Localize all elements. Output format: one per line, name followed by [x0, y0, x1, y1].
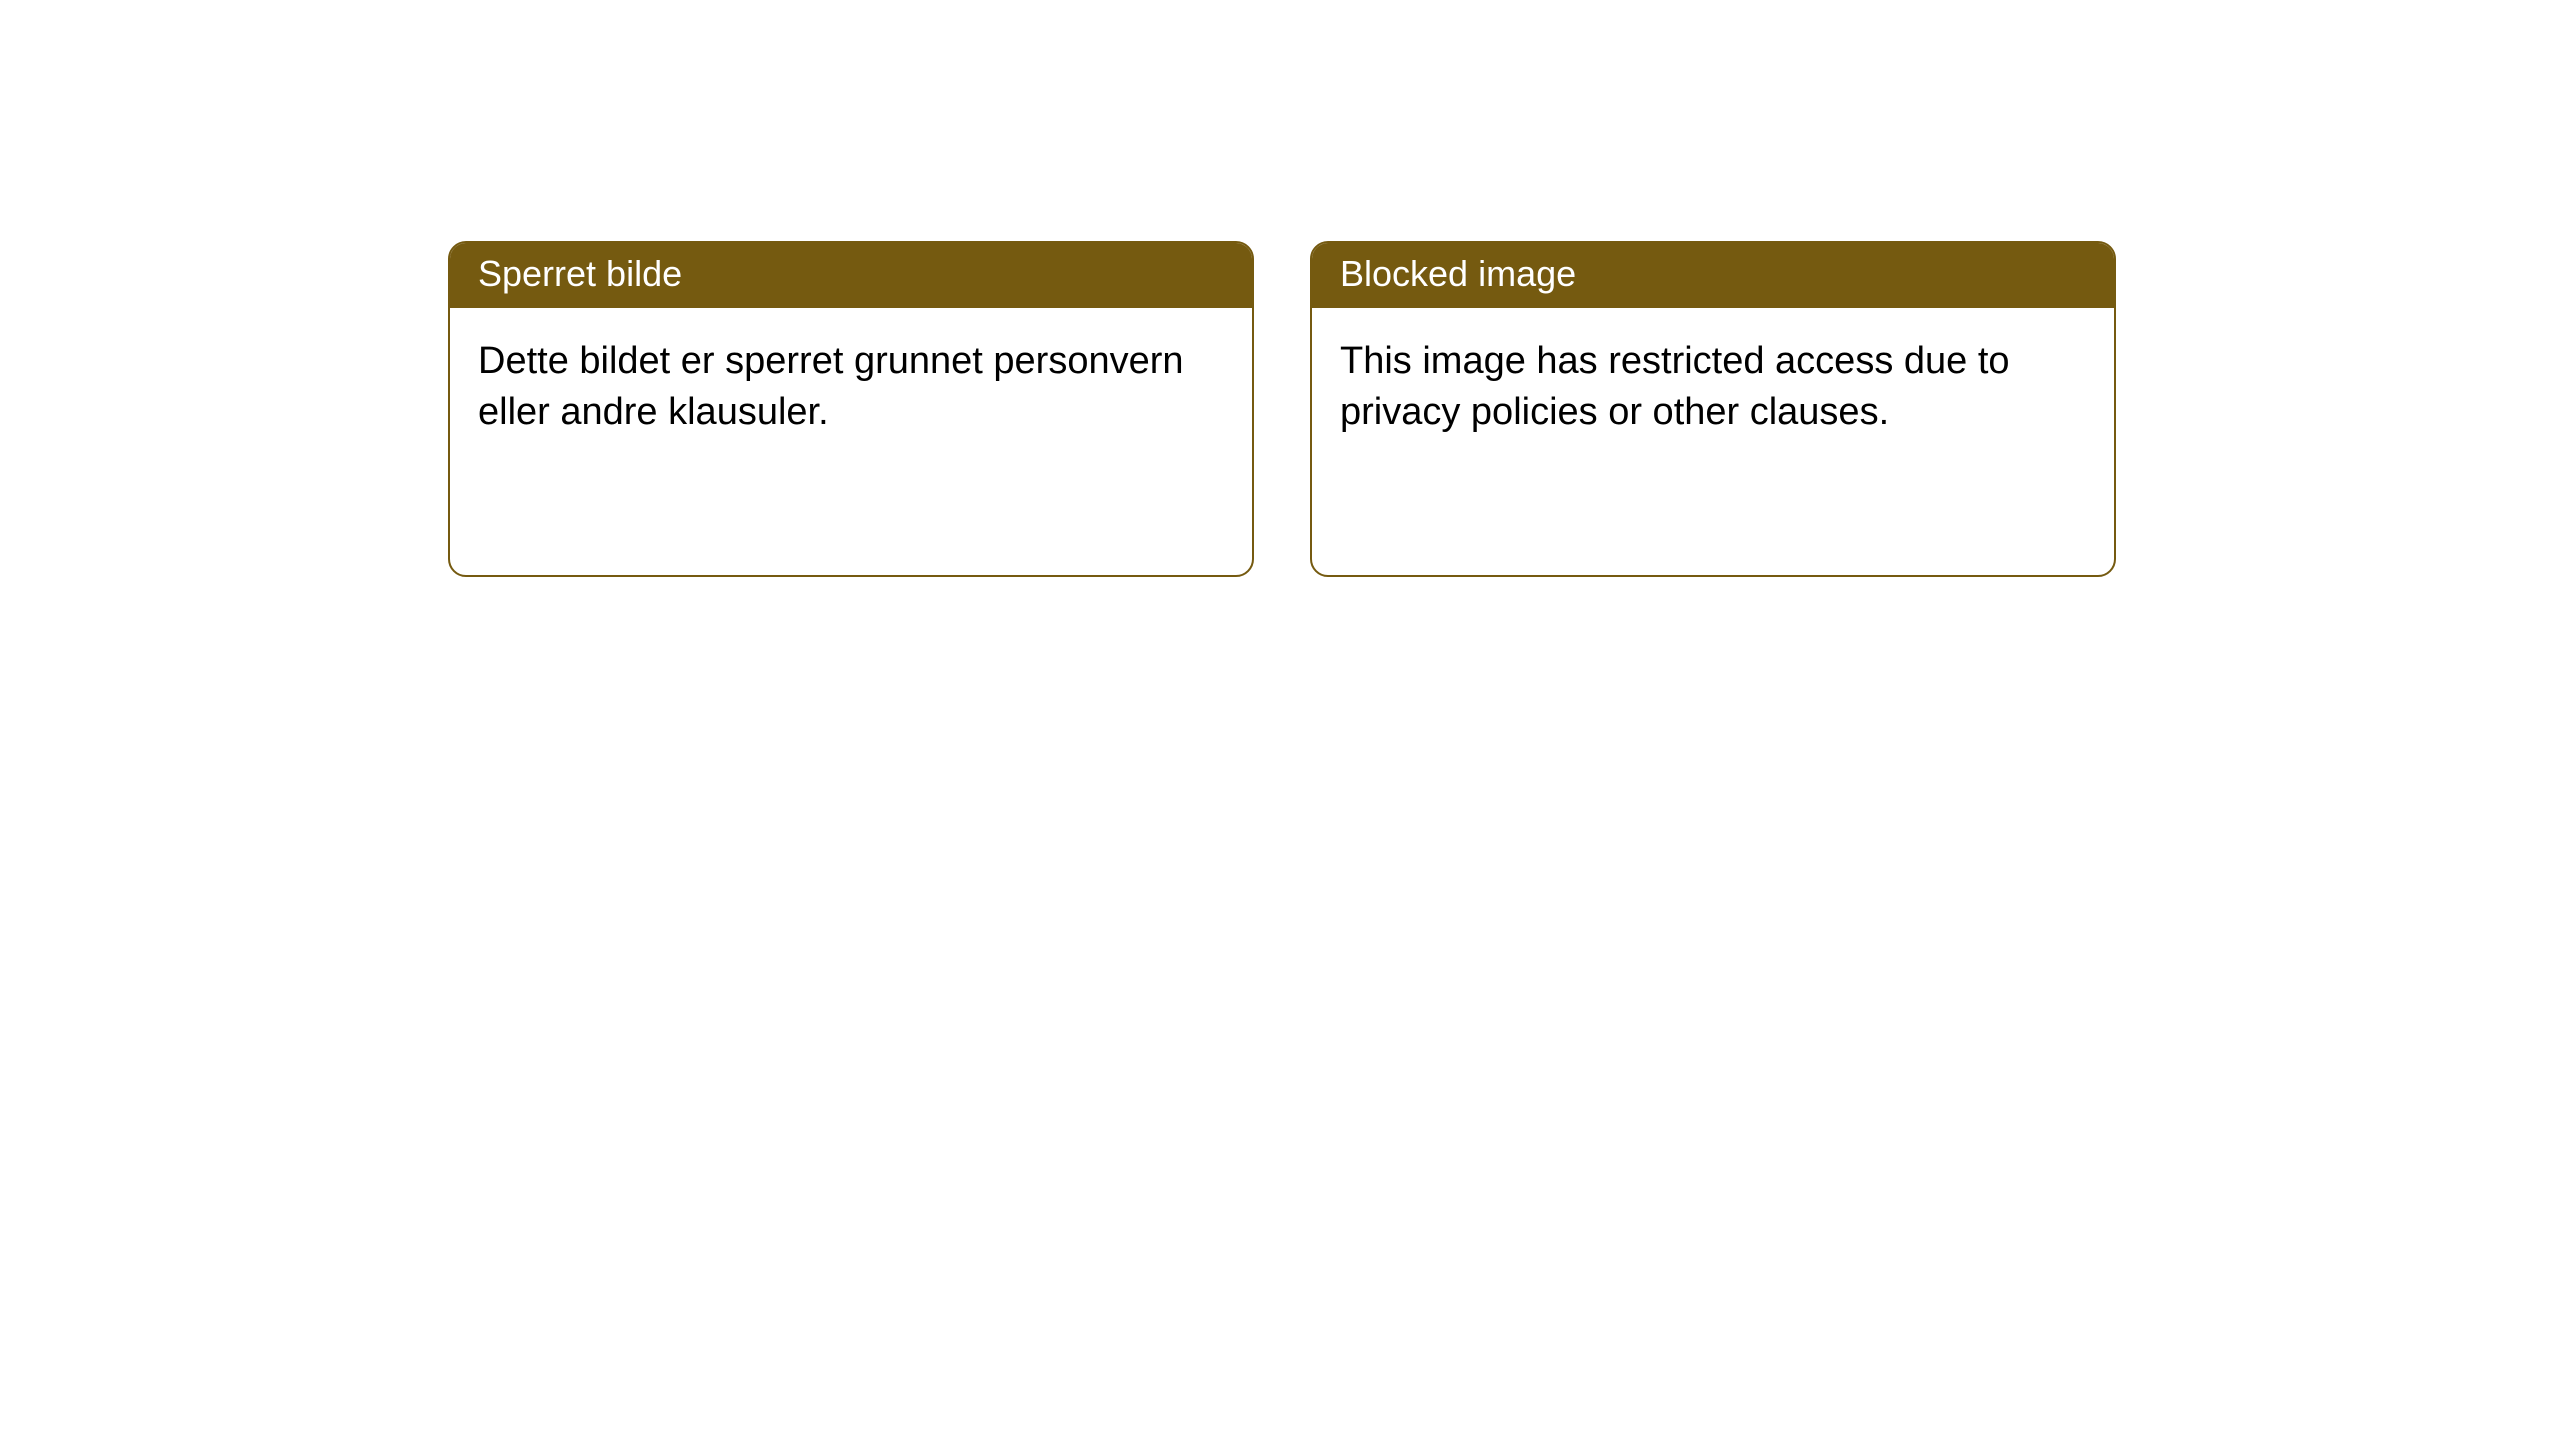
- notice-title: Sperret bilde: [478, 253, 682, 294]
- notice-message: Dette bildet er sperret grunnet personve…: [478, 340, 1184, 433]
- notice-title: Blocked image: [1340, 253, 1576, 294]
- notice-header: Sperret bilde: [450, 243, 1252, 308]
- notice-message: This image has restricted access due to …: [1340, 340, 2010, 433]
- notice-body: Dette bildet er sperret grunnet personve…: [450, 308, 1252, 467]
- notice-container: Sperret bilde Dette bildet er sperret gr…: [0, 0, 2560, 577]
- notice-header: Blocked image: [1312, 243, 2114, 308]
- notice-card-norwegian: Sperret bilde Dette bildet er sperret gr…: [448, 241, 1254, 577]
- notice-body: This image has restricted access due to …: [1312, 308, 2114, 467]
- notice-card-english: Blocked image This image has restricted …: [1310, 241, 2116, 577]
